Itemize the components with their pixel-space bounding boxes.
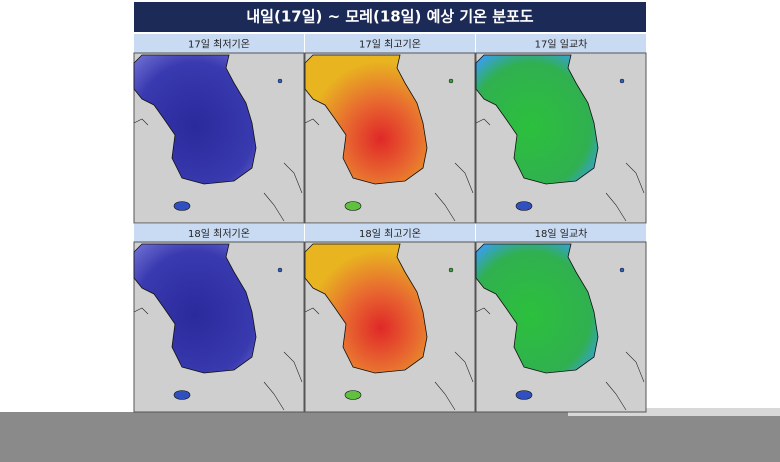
panel-header [476, 34, 646, 53]
jeju [344, 201, 362, 211]
coastline [133, 118, 303, 222]
panel-header [476, 224, 646, 242]
land [475, 243, 599, 374]
panel-header [134, 224, 304, 242]
panel-label: 17일 최고기온 [359, 39, 421, 51]
panel-label: 17일 최저기온 [188, 39, 250, 51]
panel-label: 18일 일교차 [535, 228, 588, 240]
coastline [133, 307, 303, 411]
coastline [304, 118, 474, 222]
title: 내일(17일) ~ 모레(18일) 예상 기온 분포도 [246, 8, 533, 26]
jeju [344, 390, 362, 400]
map [475, 52, 647, 224]
map [133, 241, 305, 413]
land [133, 243, 257, 374]
ulleung [619, 267, 625, 273]
footer-band [0, 412, 780, 462]
coastline [304, 307, 474, 411]
panel-header [134, 34, 304, 53]
coastline [475, 307, 645, 411]
jeju [173, 390, 191, 400]
title-bar [134, 2, 646, 32]
ulleung [448, 267, 454, 273]
land [304, 243, 428, 374]
map [475, 241, 647, 413]
ulleung [277, 267, 283, 273]
land [133, 54, 257, 185]
jeju [515, 390, 533, 400]
jeju [515, 201, 533, 211]
map [304, 241, 476, 413]
coastline [475, 118, 645, 222]
footer-edge [568, 408, 780, 416]
panel-label: 17일 일교차 [535, 39, 588, 51]
map [133, 52, 305, 224]
panel-label: 18일 최저기온 [188, 228, 250, 240]
panel-header [305, 34, 475, 53]
land [475, 54, 599, 185]
land [304, 54, 428, 185]
panel-label: 18일 최고기온 [359, 228, 421, 240]
jeju [173, 201, 191, 211]
ulleung [619, 78, 625, 84]
map [304, 52, 476, 224]
ulleung [277, 78, 283, 84]
panel-header [305, 224, 475, 242]
ulleung [448, 78, 454, 84]
